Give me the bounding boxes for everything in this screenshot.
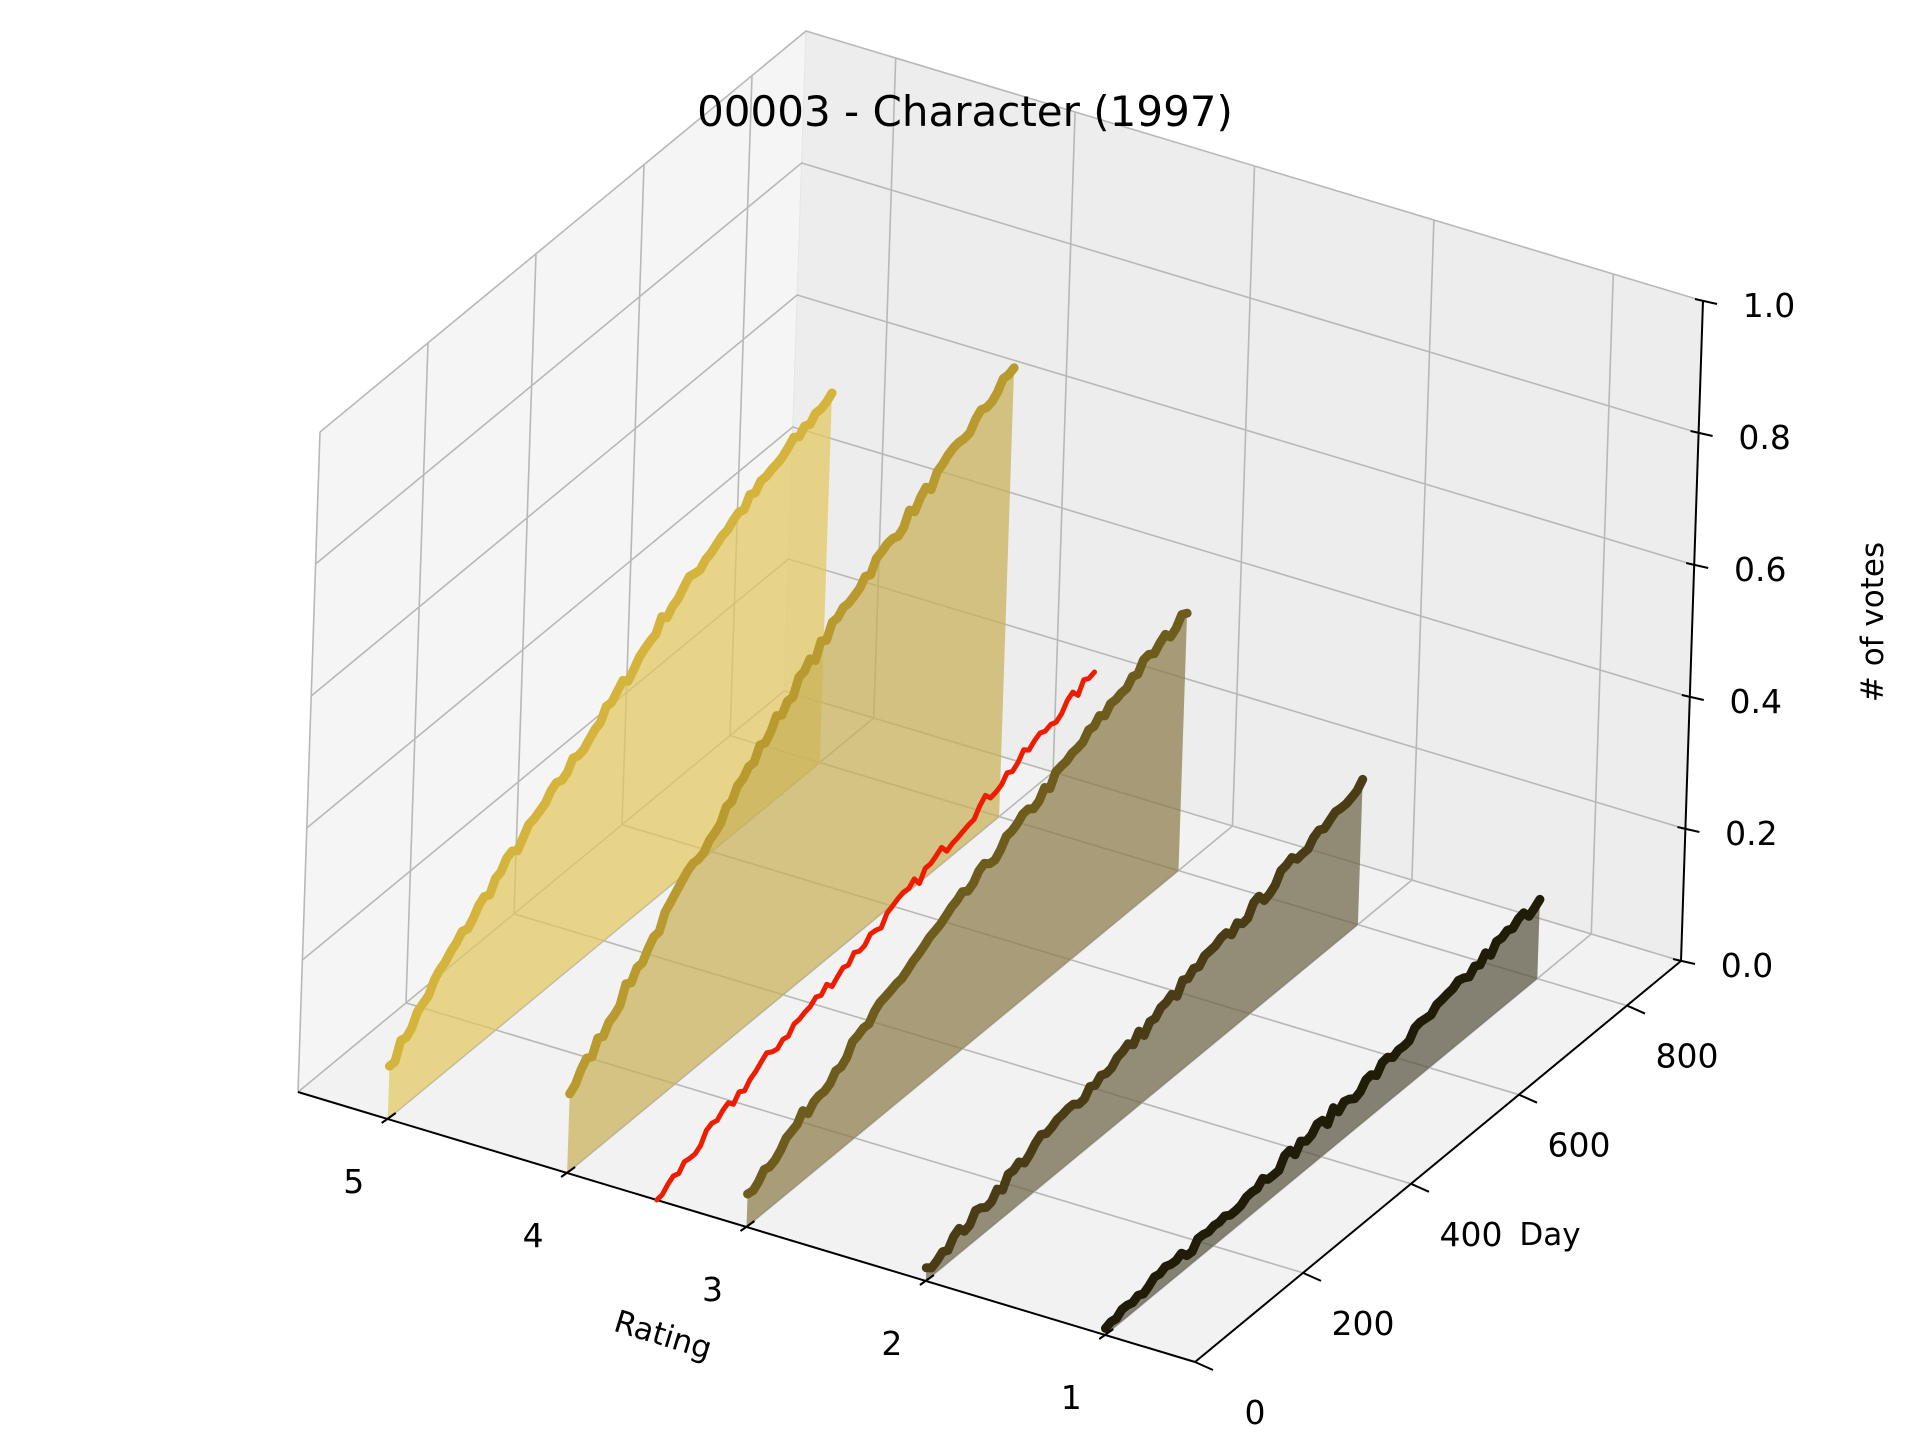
z-tick-mark xyxy=(1685,562,1709,569)
x-tick-label: 5 xyxy=(343,1162,364,1201)
y-tick-label: 400 xyxy=(1440,1215,1503,1254)
z-tick-label: 0.0 xyxy=(1721,946,1773,985)
x-tick-mark xyxy=(919,1274,935,1286)
x-tick-label: 1 xyxy=(1061,1378,1082,1417)
z-tick-mark xyxy=(1681,694,1705,701)
z-gridline xyxy=(319,30,1704,433)
y-axis-line xyxy=(1194,960,1682,1363)
series-line-rating-4 xyxy=(565,363,1019,1099)
x-tick-mark xyxy=(1098,1328,1114,1340)
z-tick-label: 0.2 xyxy=(1725,814,1777,853)
chart-title: 00003 - Character (1997) xyxy=(697,87,1233,136)
x-tick-mark xyxy=(739,1220,756,1232)
z-tick-mark xyxy=(1672,958,1696,965)
z-tick-mark xyxy=(1694,298,1718,305)
series-line-rating-3 xyxy=(743,608,1192,1199)
x-tick-label: 2 xyxy=(881,1324,902,1363)
z-gridline xyxy=(315,162,1699,565)
z-gridline xyxy=(310,294,1695,697)
z-gridline xyxy=(306,426,1691,829)
x-axis-title: Rating xyxy=(610,1304,716,1368)
x-tick-mark xyxy=(381,1112,397,1124)
x-tick-label: 4 xyxy=(523,1216,544,1255)
y-tick-mark xyxy=(1518,1093,1538,1104)
y-tick-mark xyxy=(1410,1182,1430,1193)
y-tick-label: 0 xyxy=(1245,1393,1266,1432)
y-axis-title: Day xyxy=(1519,1217,1580,1253)
y-tick-mark xyxy=(1194,1361,1214,1371)
series-area-rating-3 xyxy=(746,613,1188,1227)
series-area-rating-5 xyxy=(387,393,832,1119)
z-axis-title: # of votes xyxy=(1855,542,1891,702)
z-axis-line xyxy=(1680,300,1704,962)
y-tick-mark xyxy=(1626,1004,1646,1015)
x-tick-label: 3 xyxy=(702,1270,723,1309)
tick-labels: 5 4 3 2 1 0 200 400 600 800 0.0 0.2 0.4 0.6 0.8 1.0 xyxy=(343,286,1795,1432)
z-tick-mark xyxy=(1677,826,1700,833)
z-tick-label: 0.6 xyxy=(1734,550,1786,589)
series-layer xyxy=(385,363,1545,1335)
series-line-rating-1 xyxy=(1101,894,1545,1333)
z-tick-mark xyxy=(1690,430,1713,437)
x-tick-mark xyxy=(560,1166,576,1178)
y-tick-label: 600 xyxy=(1548,1126,1611,1165)
y-tick-mark xyxy=(1302,1271,1322,1282)
y-tick-label: 800 xyxy=(1656,1037,1719,1076)
series-line-rating-5 xyxy=(385,388,837,1071)
series-line-rating-3.5 xyxy=(654,669,1097,1203)
z-tick-label: 0.8 xyxy=(1738,418,1790,457)
y-tick-label: 200 xyxy=(1332,1304,1395,1343)
z-tick-label: 0.4 xyxy=(1730,682,1782,721)
series-line-rating-2 xyxy=(921,774,1368,1273)
series-area-rating-4 xyxy=(567,367,1015,1173)
z-tick-label: 1.0 xyxy=(1743,286,1795,325)
